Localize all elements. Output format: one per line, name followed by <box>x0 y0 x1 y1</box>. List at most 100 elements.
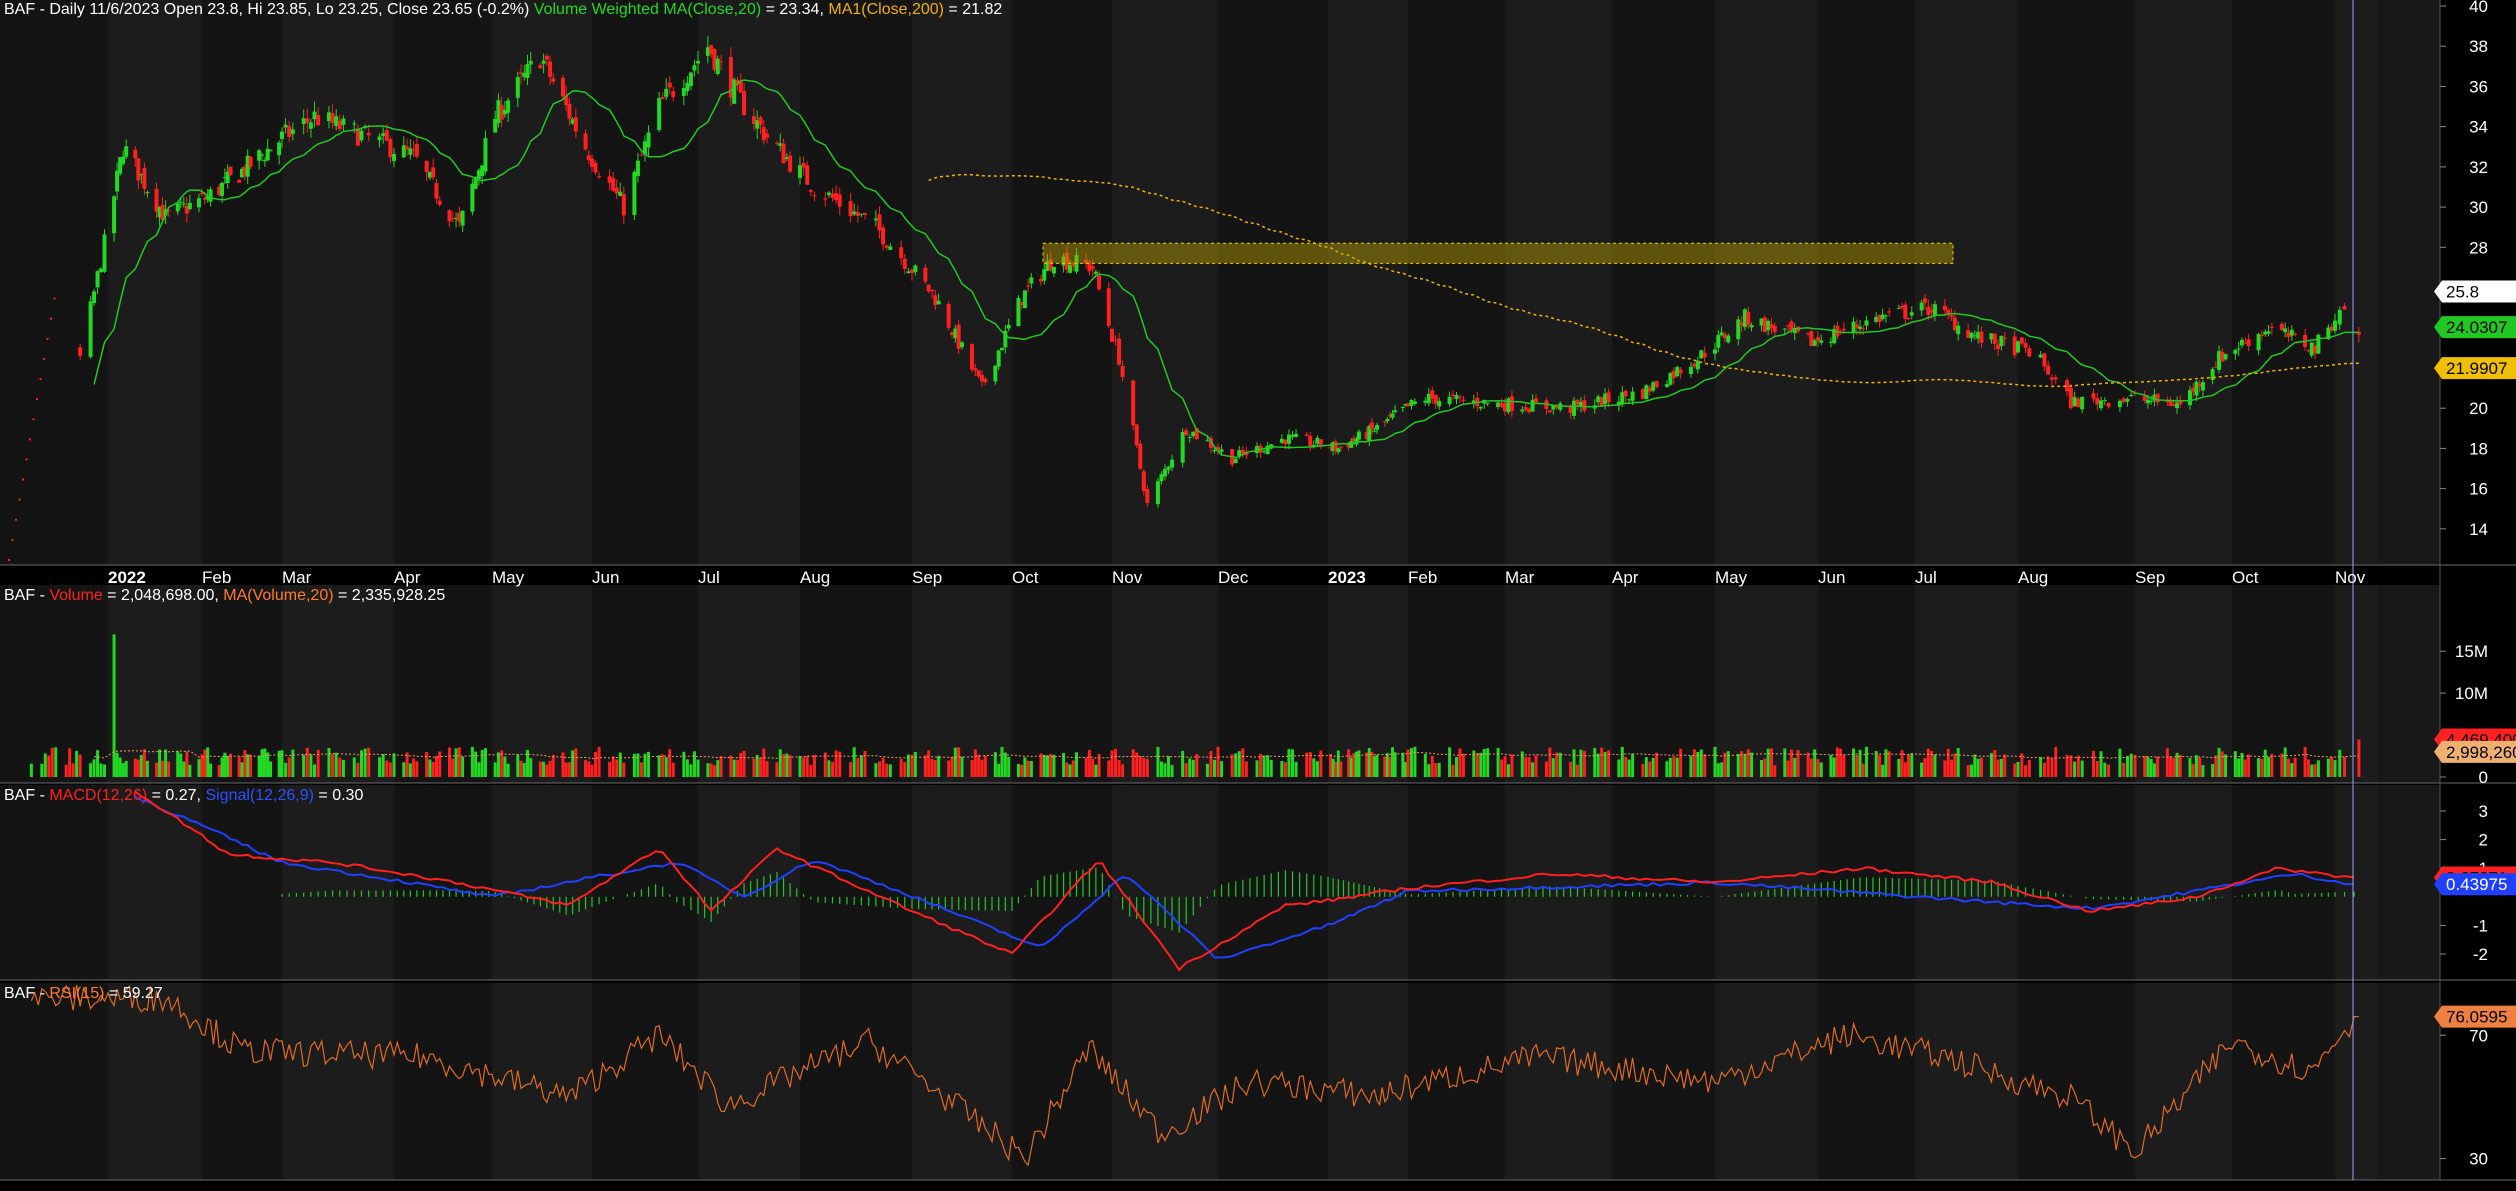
volume-bar <box>1582 750 1586 777</box>
candle-body <box>597 176 602 178</box>
candle <box>1949 308 1954 322</box>
volume-bar <box>220 757 224 777</box>
candle <box>2200 379 2205 397</box>
candle-body <box>1623 390 1628 397</box>
volume-bar <box>1280 761 1284 777</box>
candle-body <box>2306 350 2311 352</box>
early-dot <box>50 317 52 320</box>
volume-bar <box>54 747 58 777</box>
candle <box>225 164 230 189</box>
candle <box>1451 390 1456 400</box>
candle-body <box>2129 395 2134 397</box>
volume-pane-header: BAF - Volume = 2,048,698.00, MA(Volume,2… <box>4 587 445 605</box>
volume-bar <box>732 759 736 777</box>
candle-body <box>705 47 710 56</box>
candle-body <box>823 198 828 200</box>
early-dot <box>39 378 42 381</box>
candle <box>1976 324 1981 344</box>
candle-body <box>1496 402 1501 407</box>
candle <box>392 147 396 168</box>
month-band <box>2335 585 2378 783</box>
volume-bar <box>331 753 335 777</box>
candle-body <box>1942 305 1947 311</box>
volume-bar <box>1575 764 1579 777</box>
volume-bar <box>1544 761 1548 777</box>
volume-bar <box>1163 763 1167 777</box>
volume-bar <box>263 748 267 777</box>
candle <box>1110 327 1114 343</box>
candle <box>1877 314 1882 328</box>
candle-body <box>1887 311 1892 313</box>
vwma-tag-bg <box>2434 316 2516 339</box>
candle-body <box>2259 334 2264 336</box>
month-band <box>800 0 912 565</box>
macd-prefix: BAF - <box>4 787 45 804</box>
candle <box>719 54 724 71</box>
candle-body <box>506 100 511 113</box>
volume-bar <box>1220 761 1224 777</box>
volume-bar <box>1315 761 1319 777</box>
volume-bar <box>1648 761 1652 777</box>
candle <box>1216 443 1220 455</box>
candle <box>863 212 868 220</box>
volume-bar <box>1950 759 1954 777</box>
volume-bar <box>933 760 937 777</box>
volume-bar <box>709 763 713 777</box>
volume-bar <box>2042 762 2046 777</box>
volume-bar <box>118 757 122 777</box>
volume-bar <box>2152 763 2156 777</box>
volume-bar <box>392 753 396 777</box>
volume-bar <box>457 747 461 777</box>
candle <box>2046 360 2051 376</box>
month-band <box>1012 983 1112 1180</box>
candle <box>1061 253 1066 273</box>
candle-body <box>1117 338 1122 365</box>
volume-bar <box>636 753 640 777</box>
candle <box>1726 333 1731 344</box>
candle-body <box>1400 406 1405 408</box>
candle-body <box>848 201 853 217</box>
candle-body <box>1599 397 1604 407</box>
volume-bar <box>1188 758 1192 777</box>
candle <box>1385 417 1390 424</box>
candle-body <box>257 150 262 161</box>
candle <box>2289 325 2294 341</box>
candle-body <box>1369 422 1374 430</box>
volume-bar <box>2107 764 2111 777</box>
candle <box>377 133 382 148</box>
candle <box>1956 321 1961 341</box>
month-band <box>2018 785 2135 980</box>
candle-body <box>1382 421 1387 423</box>
volume-bar <box>483 748 487 777</box>
candle-body <box>1219 449 1224 452</box>
candle <box>1406 403 1410 407</box>
candle-body <box>118 157 123 174</box>
candle-body <box>696 60 700 64</box>
volume-bar <box>838 751 842 777</box>
candle-body <box>2076 398 2081 408</box>
candle <box>1819 334 1824 346</box>
volume-bar <box>788 755 792 777</box>
volume-bar <box>2080 760 2084 777</box>
candle-body <box>2121 398 2126 402</box>
volume-bar <box>1409 748 1413 777</box>
candle <box>260 152 264 162</box>
candle-body <box>1812 340 1817 346</box>
candle <box>2259 330 2264 341</box>
candle-body <box>688 72 693 86</box>
month-label: May <box>1715 568 1748 587</box>
volume-bar <box>755 754 759 777</box>
volume-bar <box>96 750 100 777</box>
price-axis: 1416182022242628303234363840 <box>2440 0 2488 539</box>
volume-bar <box>1855 754 1859 777</box>
candle-body <box>1716 335 1721 348</box>
volume-bar <box>671 762 675 777</box>
volume-bar <box>1996 759 2000 777</box>
candle <box>1318 439 1323 450</box>
volume-bar <box>1579 749 1583 777</box>
candle <box>1828 337 1833 348</box>
volume-bar <box>1973 754 1977 777</box>
candle-body <box>774 142 779 144</box>
candle <box>970 343 974 373</box>
